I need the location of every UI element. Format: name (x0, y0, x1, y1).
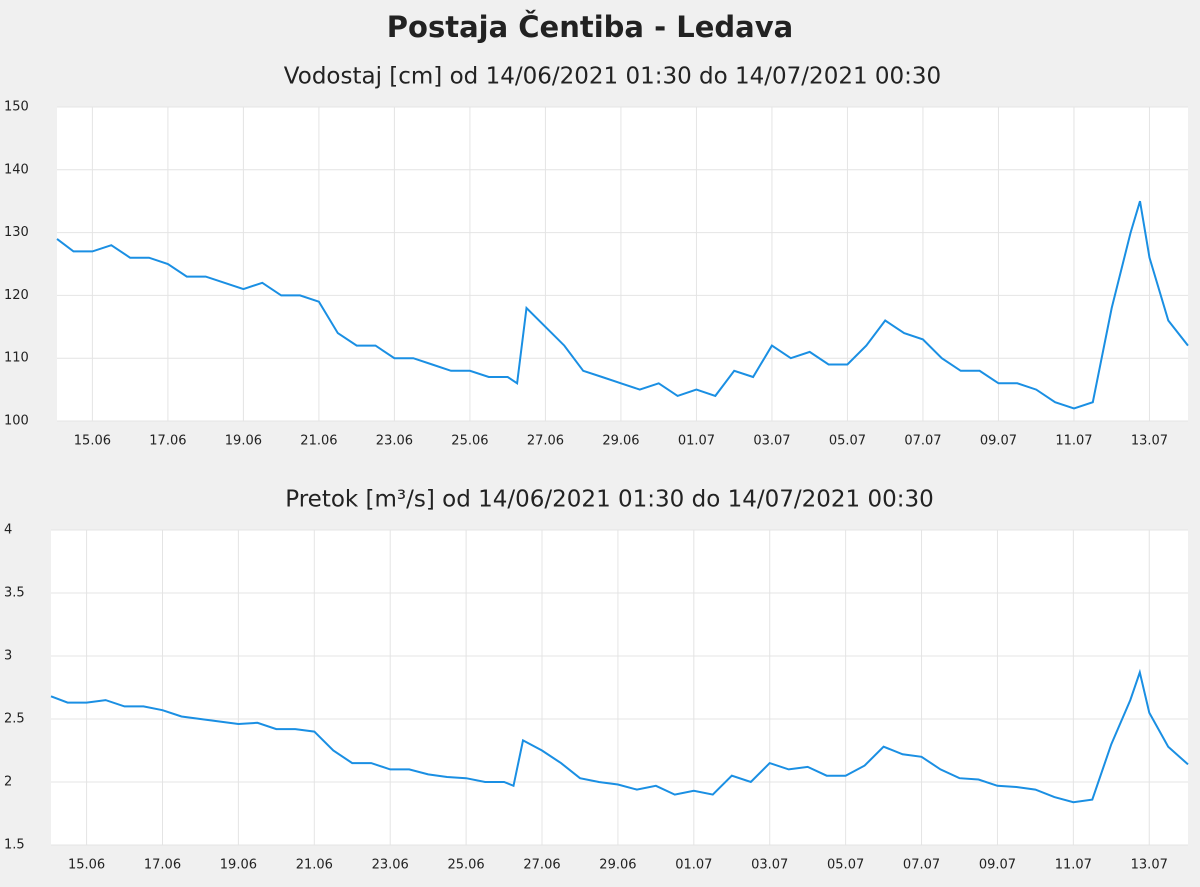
plot-area (51, 530, 1188, 845)
chart-subtitle: Vodostaj [cm] od 14/06/2021 01:30 do 14/… (284, 64, 941, 90)
x-tick-label: 19.06 (225, 434, 262, 449)
x-tick-label: 27.06 (527, 434, 564, 449)
x-tick-label: 11.07 (1055, 858, 1092, 873)
y-tick-label: 3.5 (4, 586, 25, 601)
chart-subtitle: Pretok [m³/s] od 14/06/2021 01:30 do 14/… (285, 487, 934, 513)
data-line (56, 200, 1189, 410)
x-tick-label: 15.06 (74, 434, 111, 449)
x-tick-label: 17.06 (144, 858, 181, 873)
y-tick-label: 1.5 (4, 838, 25, 853)
x-tick-label: 19.06 (220, 858, 257, 873)
x-tick-label: 15.06 (68, 858, 105, 873)
y-tick-label: 110 (4, 351, 29, 366)
x-tick-label: 23.06 (372, 858, 409, 873)
data-line (50, 668, 1189, 804)
x-tick-label: 03.07 (753, 434, 790, 449)
x-tick-label: 13.07 (1131, 434, 1168, 449)
y-tick-label: 100 (4, 414, 29, 429)
y-tick-label: 130 (4, 225, 29, 240)
x-tick-label: 23.06 (376, 434, 413, 449)
y-tick-label: 140 (4, 162, 29, 177)
x-tick-label: 09.07 (979, 858, 1016, 873)
x-tick-label: 09.07 (980, 434, 1017, 449)
x-tick-label: 01.07 (675, 858, 712, 873)
x-tick-label: 21.06 (300, 434, 337, 449)
x-tick-label: 05.07 (827, 858, 864, 873)
x-tick-label: 25.06 (447, 858, 484, 873)
x-tick-label: 17.06 (149, 434, 186, 449)
x-tick-label: 03.07 (751, 858, 788, 873)
x-tick-label: 25.06 (451, 434, 488, 449)
x-tick-label: 05.07 (829, 434, 866, 449)
x-tick-label: 13.07 (1131, 858, 1168, 873)
x-tick-label: 07.07 (903, 858, 940, 873)
x-tick-label: 29.06 (599, 858, 636, 873)
y-tick-label: 4 (4, 523, 12, 538)
plot-area (57, 107, 1188, 421)
y-tick-label: 3 (4, 649, 12, 664)
x-tick-label: 07.07 (904, 434, 941, 449)
x-tick-label: 11.07 (1055, 434, 1092, 449)
x-tick-label: 29.06 (602, 434, 639, 449)
y-tick-label: 2.5 (4, 712, 25, 727)
x-tick-label: 27.06 (523, 858, 560, 873)
y-tick-label: 150 (4, 100, 29, 115)
x-tick-label: 21.06 (296, 858, 333, 873)
y-tick-label: 2 (4, 775, 12, 790)
x-tick-label: 01.07 (678, 434, 715, 449)
y-tick-label: 120 (4, 288, 29, 303)
page-title: Postaja Čentiba - Ledava (387, 10, 793, 44)
